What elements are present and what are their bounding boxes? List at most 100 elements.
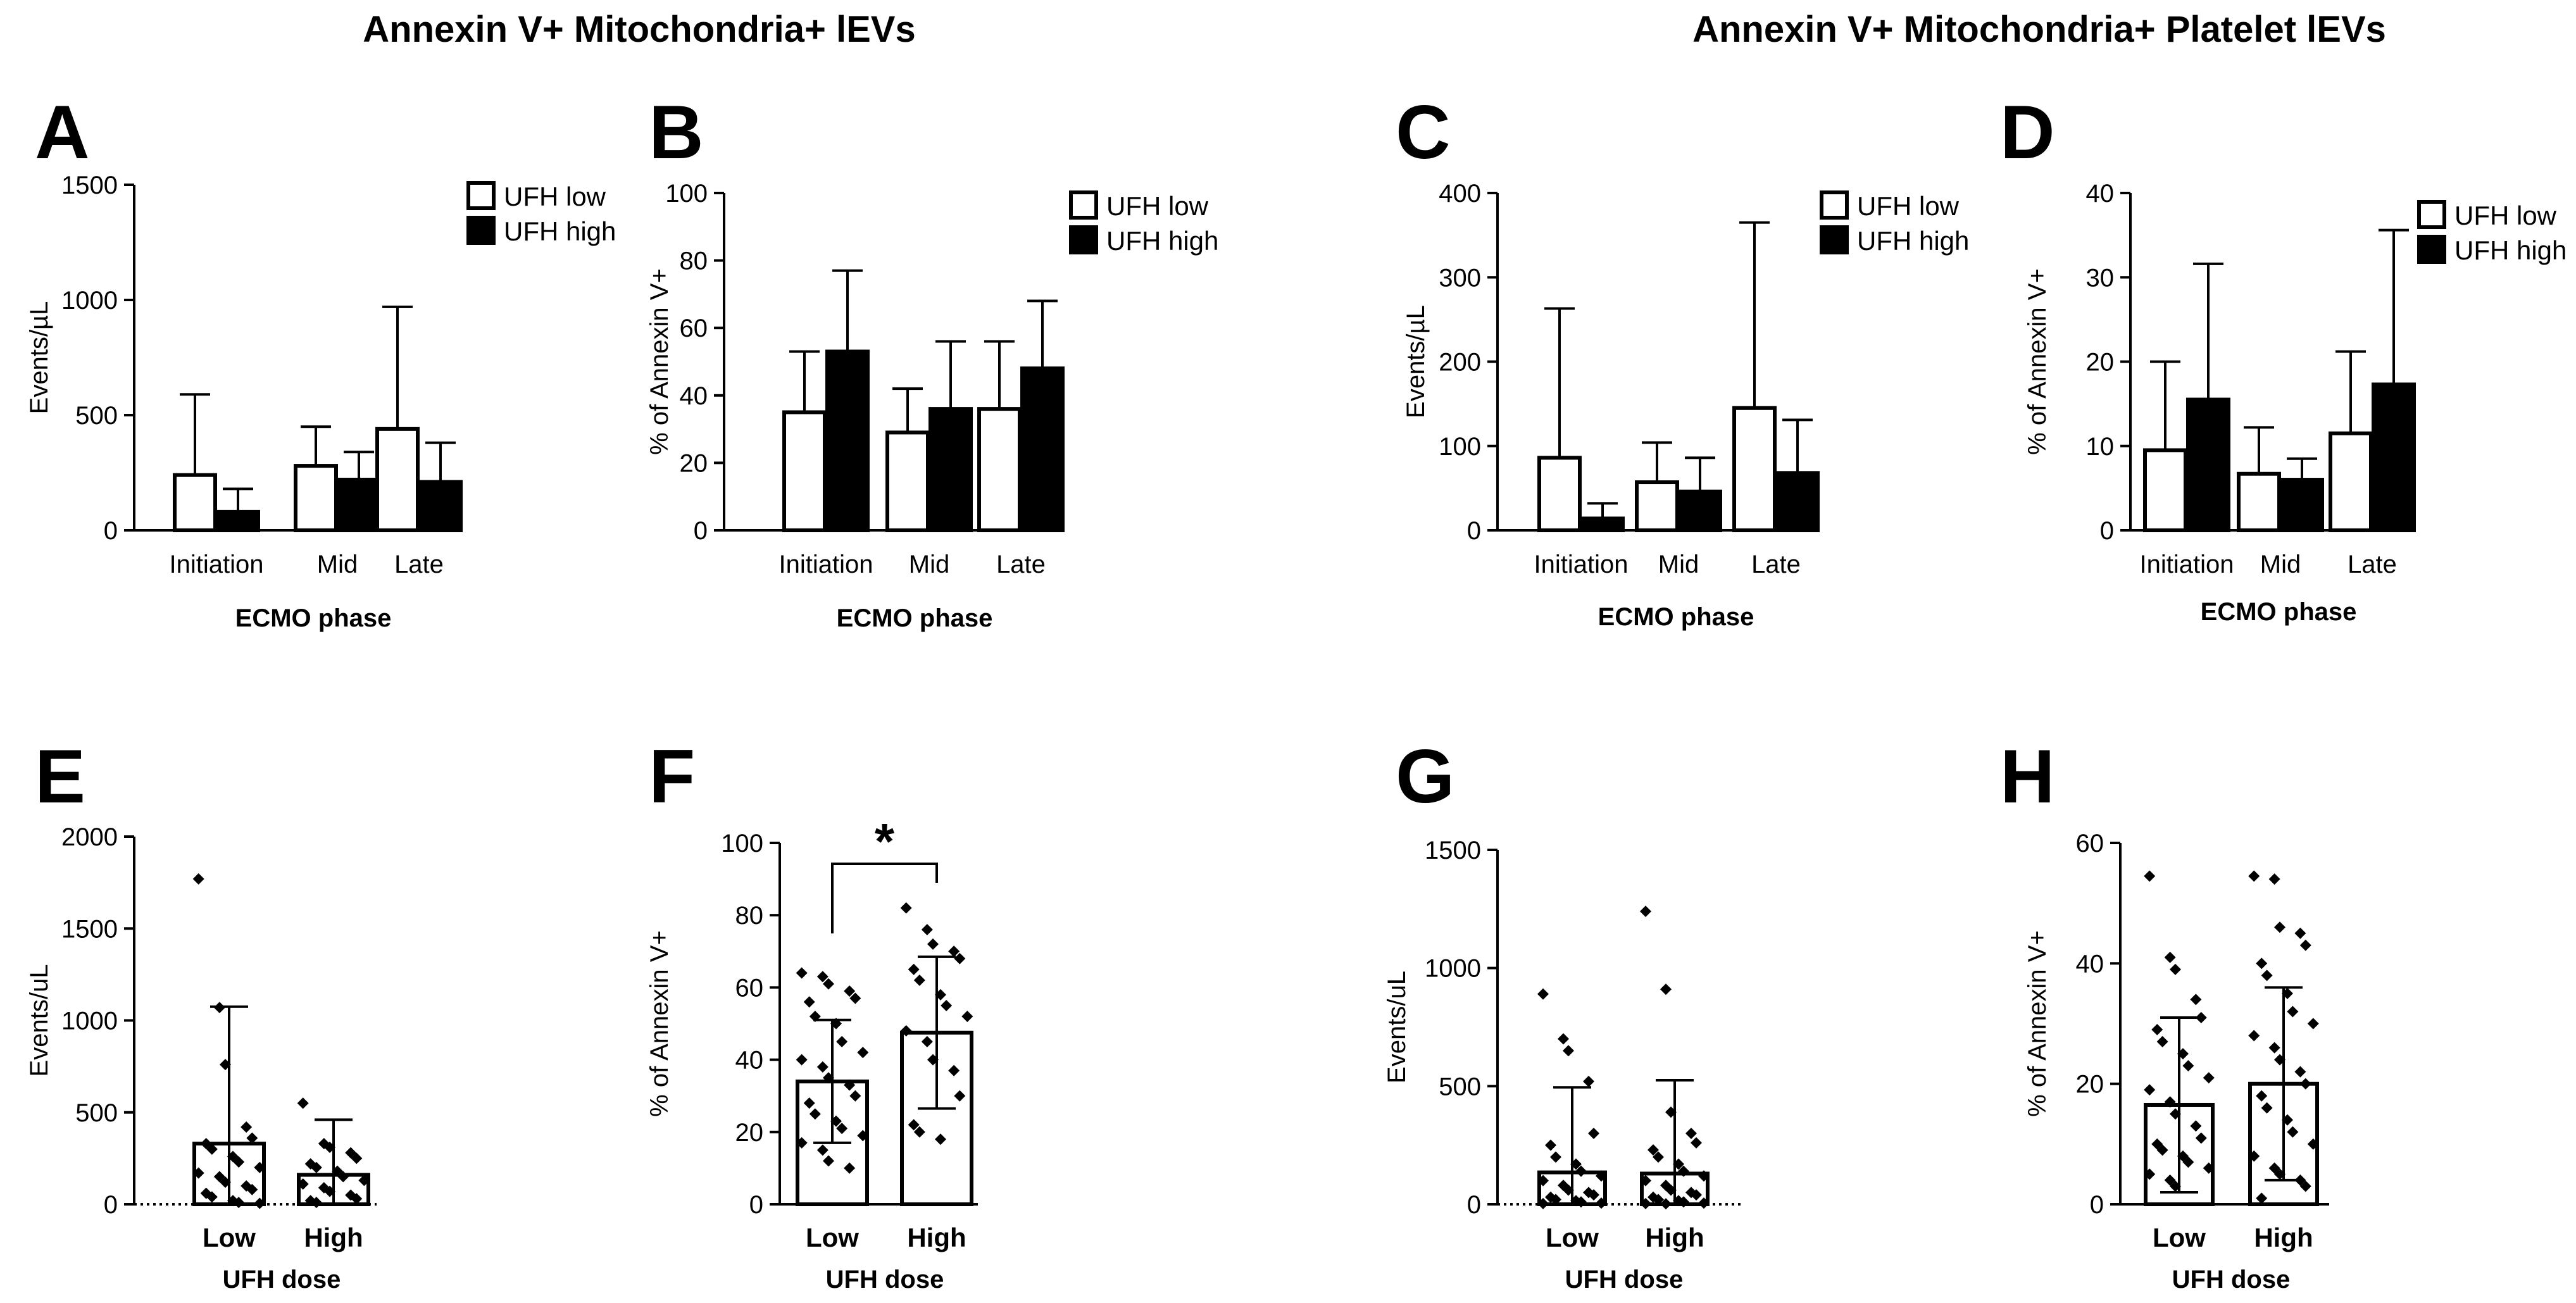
- data-point-h: [2177, 1048, 2189, 1060]
- y-axis-label-c: Events/µL: [1402, 305, 1430, 418]
- data-point-h: [2248, 1150, 2260, 1162]
- data-point-e: [337, 1171, 349, 1183]
- data-point-e: [246, 1183, 258, 1195]
- bar-c-ufh-high: [1775, 471, 1820, 533]
- data-point-h: [2195, 1011, 2207, 1023]
- data-point-h: [2170, 1108, 2181, 1120]
- legend-label-a: UFH high: [504, 216, 616, 246]
- y-tick-label-h: 20: [2076, 1071, 2104, 1099]
- x-axis-label-c: ECMO phase: [1598, 603, 1754, 631]
- data-point-h: [2287, 1126, 2299, 1138]
- data-point-h: [2164, 951, 2176, 963]
- data-point-g: [1678, 1196, 1689, 1208]
- x-tick-label-a: Mid: [317, 551, 358, 578]
- x-tick-label-b: Mid: [909, 551, 949, 578]
- data-point-g: [1550, 1151, 1561, 1163]
- legend-label-b: UFH high: [1106, 226, 1218, 256]
- bar-d-ufh-high: [2186, 397, 2230, 533]
- legend-swatch-c: [1820, 190, 1849, 220]
- data-point-e: [233, 1156, 245, 1168]
- data-point-e: [233, 1197, 245, 1209]
- legend-label-d: UFH high: [2454, 235, 2567, 265]
- data-point-f: [908, 1119, 920, 1131]
- y-tick-label-f: 40: [735, 1047, 764, 1075]
- legend-swatch-b: [1069, 190, 1098, 220]
- y-tick-label-d: 30: [2086, 264, 2115, 292]
- data-point-g: [1648, 1144, 1659, 1156]
- data-point-f: [844, 1162, 856, 1174]
- x-tick-label-c: Mid: [1658, 551, 1699, 578]
- y-tick-label-a: 1500: [61, 171, 118, 199]
- data-point-h: [2261, 1102, 2273, 1114]
- y-tick-label-b: 80: [680, 247, 708, 275]
- data-point-g: [1678, 1165, 1689, 1177]
- y-tick-label-g: 500: [1439, 1073, 1481, 1100]
- data-point-f: [809, 1108, 821, 1120]
- legend-label-c: UFH low: [1857, 191, 1960, 221]
- y-tick-label-c: 100: [1439, 433, 1481, 461]
- data-point-f: [836, 1036, 848, 1048]
- data-point-h: [2144, 1084, 2156, 1096]
- bar-b-ufh-high: [1020, 366, 1065, 532]
- y-tick-label-h: 40: [2076, 950, 2104, 978]
- panel-label-d: D: [2000, 90, 2055, 175]
- data-point-h: [2299, 1078, 2311, 1090]
- y-tick-label-a: 500: [75, 402, 118, 430]
- data-point-f: [857, 1130, 869, 1142]
- panel-d: D 0 10 20 30 40 % of Annexin V+ ECMO phase Initi…: [2000, 90, 2567, 626]
- x-tick-label-c: Initiation: [1534, 551, 1629, 578]
- data-point-f: [913, 1126, 925, 1138]
- x-axis-label-b: ECMO phase: [837, 604, 993, 632]
- panel-label-a: A: [35, 90, 90, 175]
- data-point-h: [2156, 1144, 2168, 1156]
- panel-a: A 0 500 1000 1500 Events/µL ECMO phase Initiati…: [25, 90, 616, 632]
- x-tick-label-b: Initiation: [779, 551, 873, 578]
- data-point-h: [2144, 870, 2156, 882]
- data-point-e: [220, 1059, 231, 1071]
- y-tick-label-a: 0: [104, 517, 118, 545]
- data-point-g: [1640, 1175, 1651, 1187]
- data-point-h: [2256, 1192, 2268, 1204]
- bar-a-ufh-low: [173, 473, 217, 533]
- legend-swatch-b: [1069, 225, 1098, 254]
- x-tick-label-f: Low: [806, 1223, 859, 1252]
- bar-a-ufh-low: [375, 427, 420, 533]
- bar-d-ufh-low: [2143, 448, 2187, 532]
- data-point-g: [1537, 988, 1549, 1000]
- data-point-g: [1596, 1197, 1607, 1209]
- x-tick-label-d: Mid: [2260, 551, 2301, 578]
- data-point-f: [830, 1115, 842, 1127]
- x-axis-label-d: ECMO phase: [2201, 598, 2357, 626]
- x-tick-label-g: Low: [1546, 1223, 1599, 1252]
- y-tick-label-e: 500: [75, 1099, 118, 1127]
- panel-label-c: C: [1396, 90, 1451, 175]
- data-point-f: [796, 1054, 808, 1066]
- y-tick-label-c: 300: [1439, 264, 1481, 292]
- y-tick-label-f: 0: [749, 1191, 763, 1219]
- data-point-e: [324, 1185, 335, 1197]
- data-point-h: [2248, 1030, 2260, 1042]
- legend-swatch-d: [2417, 235, 2446, 264]
- data-point-f: [823, 1155, 834, 1167]
- x-axis-label-e: UFH dose: [223, 1266, 341, 1294]
- y-axis-label-f: % of Annexin V+: [646, 930, 673, 1117]
- panel-label-f: F: [649, 734, 695, 819]
- data-point-g: [1583, 1075, 1594, 1087]
- y-tick-label-c: 400: [1439, 180, 1481, 208]
- data-point-e: [324, 1141, 335, 1153]
- data-point-h: [2282, 987, 2293, 999]
- data-point-e: [213, 1002, 225, 1014]
- data-point-g: [1537, 1175, 1549, 1187]
- y-tick-label-a: 1000: [61, 287, 118, 315]
- data-point-g: [1545, 1139, 1556, 1151]
- y-tick-label-e: 2000: [61, 823, 118, 851]
- data-point-h: [2299, 1180, 2311, 1192]
- bar-c-ufh-low: [1635, 480, 1679, 532]
- data-point-f: [816, 1061, 828, 1073]
- x-axis-label-g: UFH dose: [1565, 1266, 1684, 1294]
- y-tick-label-f: 100: [721, 830, 763, 857]
- bar-b-ufh-high: [825, 349, 870, 532]
- data-point-f: [823, 1072, 834, 1084]
- y-tick-label-f: 20: [735, 1119, 764, 1147]
- data-point-e: [246, 1132, 258, 1144]
